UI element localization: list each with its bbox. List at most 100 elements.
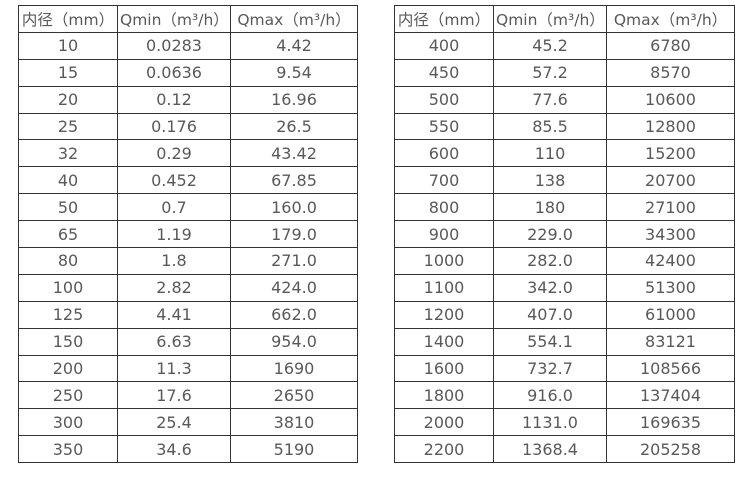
table-cell: 0.29	[117, 139, 231, 168]
table-cell: 2200	[394, 435, 494, 464]
table-body: 10 0.0283 4.42 15 0.0636 9.54 20 0.12 16.96 25 0.1…	[18, 31, 358, 464]
table-row: 32 0.29 43.42	[18, 139, 358, 168]
table-row: 25 0.176 26.5	[18, 112, 358, 141]
table-cell: 25.4	[117, 408, 231, 437]
table-cell: 25	[18, 112, 118, 141]
table-cell: 6.63	[117, 327, 231, 356]
table-cell: 150	[18, 327, 118, 356]
table-cell: 5190	[230, 435, 358, 464]
table-cell: 350	[18, 435, 118, 464]
column-header: 内径（mm）	[18, 5, 118, 33]
table-cell: 424.0	[230, 273, 358, 302]
table-cell: 0.0636	[117, 58, 231, 87]
column-header: Qmax（m³/h）	[606, 5, 735, 33]
table-cell: 10	[18, 31, 118, 60]
table-cell: 200	[18, 354, 118, 383]
table-cell: 137404	[606, 381, 735, 410]
table-cell: 2000	[394, 408, 494, 437]
table-row: 350 34.6 5190	[18, 435, 358, 464]
table-cell: 179.0	[230, 220, 358, 249]
table-row: 2000 1131.0 169635	[394, 408, 735, 437]
table-row: 50 0.7 160.0	[18, 193, 358, 222]
table-cell: 1368.4	[493, 435, 607, 464]
table-row: 40 0.452 67.85	[18, 166, 358, 195]
table-header: 内径（mm） Qmin（m³/h） Qmax（m³/h）	[18, 5, 358, 33]
table-cell: 65	[18, 220, 118, 249]
column-header: Qmin（m³/h）	[493, 5, 607, 33]
table-row: 1400 554.1 83121	[394, 327, 735, 356]
table-row: 1000 282.0 42400	[394, 247, 735, 275]
table-cell: 67.85	[230, 166, 358, 195]
table-row: 150 6.63 954.0	[18, 327, 358, 356]
table-row: 125 4.41 662.0	[18, 300, 358, 329]
table-row: 800 180 27100	[394, 193, 735, 222]
table-cell: 732.7	[493, 354, 607, 383]
table-cell: 34300	[606, 220, 735, 249]
table-cell: 282.0	[493, 247, 607, 275]
table-cell: 15	[18, 58, 118, 87]
table-row: 15 0.0636 9.54	[18, 58, 358, 87]
table-row: 900 229.0 34300	[394, 220, 735, 249]
table-row: 1600 732.7 108566	[394, 354, 735, 383]
table-cell: 80	[18, 247, 118, 275]
table-cell: 77.6	[493, 85, 607, 114]
table-cell: 100	[18, 273, 118, 302]
table-cell: 34.6	[117, 435, 231, 464]
table-cell: 169635	[606, 408, 735, 437]
table-cell: 916.0	[493, 381, 607, 410]
table-cell: 300	[18, 408, 118, 437]
header-row: 内径（mm） Qmin（m³/h） Qmax（m³/h）	[394, 5, 735, 33]
table-cell: 15200	[606, 139, 735, 168]
flow-range-table-large-diameters: 内径（mm） Qmin（m³/h） Qmax（m³/h） 400 45.2 6780 450…	[394, 5, 735, 464]
table-row: 80 1.8 271.0	[18, 247, 358, 275]
table-cell: 1.8	[117, 247, 231, 275]
table-cell: 20	[18, 85, 118, 114]
table-cell: 85.5	[493, 112, 607, 141]
table-row: 400 45.2 6780	[394, 31, 735, 60]
table-cell: 662.0	[230, 300, 358, 329]
table-cell: 51300	[606, 273, 735, 302]
table-cell: 61000	[606, 300, 735, 329]
table-cell: 0.452	[117, 166, 231, 195]
header-row: 内径（mm） Qmin（m³/h） Qmax（m³/h）	[18, 5, 358, 33]
table-cell: 17.6	[117, 381, 231, 410]
table-row: 700 138 20700	[394, 166, 735, 195]
table-cell: 2650	[230, 381, 358, 410]
flow-range-table-small-diameters: 内径（mm） Qmin（m³/h） Qmax（m³/h） 10 0.0283 4.42 15…	[18, 5, 358, 464]
table-cell: 83121	[606, 327, 735, 356]
table-cell: 40	[18, 166, 118, 195]
table-row: 20 0.12 16.96	[18, 85, 358, 114]
table-row: 100 2.82 424.0	[18, 273, 358, 302]
table-cell: 800	[394, 193, 494, 222]
table-cell: 108566	[606, 354, 735, 383]
table-row: 550 85.5 12800	[394, 112, 735, 141]
table-cell: 229.0	[493, 220, 607, 249]
table-cell: 2.82	[117, 273, 231, 302]
table-cell: 500	[394, 85, 494, 114]
table-cell: 1131.0	[493, 408, 607, 437]
table-cell: 450	[394, 58, 494, 87]
table-row: 2200 1368.4 205258	[394, 435, 735, 464]
table-cell: 1690	[230, 354, 358, 383]
table-cell: 1600	[394, 354, 494, 383]
table-row: 200 11.3 1690	[18, 354, 358, 383]
table-row: 10 0.0283 4.42	[18, 31, 358, 60]
table-row: 250 17.6 2650	[18, 381, 358, 410]
table-cell: 4.42	[230, 31, 358, 60]
table-cell: 250	[18, 381, 118, 410]
table-cell: 0.0283	[117, 31, 231, 60]
table-cell: 12800	[606, 112, 735, 141]
column-header: 内径（mm）	[394, 5, 494, 33]
table-cell: 43.42	[230, 139, 358, 168]
table-cell: 110	[493, 139, 607, 168]
table-row: 600 110 15200	[394, 139, 735, 168]
table-cell: 125	[18, 300, 118, 329]
table-cell: 45.2	[493, 31, 607, 60]
table-row: 300 25.4 3810	[18, 408, 358, 437]
table-cell: 50	[18, 193, 118, 222]
table-cell: 342.0	[493, 273, 607, 302]
table-cell: 11.3	[117, 354, 231, 383]
table-cell: 180	[493, 193, 607, 222]
table-cell: 400	[394, 31, 494, 60]
table-cell: 0.12	[117, 85, 231, 114]
